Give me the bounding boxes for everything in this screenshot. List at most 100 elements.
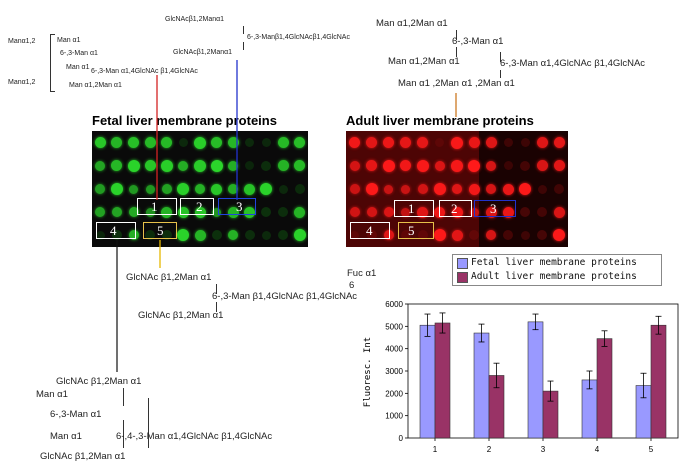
adult-box-2	[439, 200, 472, 217]
array-spot	[349, 137, 361, 149]
adult-box-3	[474, 200, 516, 217]
array-spot	[400, 160, 412, 172]
bar-chart: Fluoresc. Int 0 1000 2000 3000 4000 5000 6000 1…	[363, 300, 679, 454]
array-spot	[278, 184, 288, 194]
x-tick-label: 4	[595, 445, 600, 454]
array-spot	[95, 184, 106, 194]
fuc-label: Fuc α1	[347, 268, 377, 279]
array-spot	[468, 183, 480, 195]
array-spot	[520, 138, 530, 148]
glycan-line: Man α1 ,2Man α1 ,2Man α1	[398, 78, 515, 89]
array-spot	[382, 159, 395, 172]
glycan-bond	[243, 42, 244, 50]
array-spot	[401, 207, 411, 217]
array-spot	[536, 137, 548, 149]
array-spot	[212, 207, 222, 217]
array-spot	[520, 160, 531, 171]
array-spot	[244, 183, 256, 195]
array-spot	[485, 206, 497, 218]
array-spot	[178, 138, 188, 148]
array-spot	[160, 159, 173, 172]
glycan-line: GlcNAc β1,2Man α1	[40, 451, 126, 462]
array-spot	[144, 137, 156, 149]
array-spot	[451, 136, 463, 149]
array-spot	[194, 229, 206, 241]
legend-label-fetal: Fetal liver membrane proteins	[471, 257, 637, 268]
array-spot	[128, 207, 139, 218]
array-spot	[435, 138, 445, 148]
array-spot	[520, 230, 530, 240]
array-spot	[451, 159, 463, 172]
y-tick-label: 2000	[385, 389, 403, 398]
array-spot	[161, 206, 173, 218]
glycan-bond	[148, 398, 149, 448]
legend-swatch-fetal	[457, 258, 468, 269]
array-spot	[519, 183, 532, 195]
array-spot	[468, 159, 481, 172]
array-spot	[128, 137, 140, 149]
adult-panel-title: Adult liver membrane proteins	[346, 113, 534, 128]
x-tick-label: 1	[433, 445, 438, 454]
array-spot	[401, 184, 411, 194]
glycan-bond	[123, 420, 124, 448]
array-spot	[383, 207, 394, 218]
array-spot	[294, 206, 306, 218]
array-spot	[451, 229, 463, 241]
bracket-bottom-label: Manα1,2	[8, 79, 36, 86]
array-spot	[502, 206, 514, 218]
array-spot	[228, 184, 239, 194]
array-spot	[486, 230, 497, 241]
fetal-box-label: 2	[196, 199, 203, 214]
array-spot	[245, 138, 255, 148]
array-spot	[417, 230, 428, 241]
array-spot	[536, 160, 548, 172]
array-spot	[417, 184, 428, 194]
array-spot	[145, 184, 155, 194]
array-spot	[228, 160, 239, 171]
array-spot	[195, 184, 205, 194]
array-spot	[110, 183, 123, 195]
glycan-line: 6-,3-Man α1	[50, 409, 102, 420]
array-spot	[277, 137, 289, 149]
fetal-box-5	[143, 222, 177, 239]
array-spot	[211, 183, 223, 195]
array-spot	[503, 138, 513, 148]
y-tick-label: 0	[399, 434, 404, 443]
array-spot	[468, 137, 480, 149]
array-spot	[349, 160, 360, 171]
array-spot	[260, 183, 273, 195]
glycan-top-right: Man α1,2Man α1 6-,3-Man α1 Man α1,2Man α…	[370, 14, 670, 94]
glycan-bond	[216, 302, 217, 312]
array-spot	[553, 160, 565, 172]
array-spot	[553, 206, 565, 218]
glycan-line: 6-,3-Manβ1,4GlcNAcβ1,4GlcNAc	[247, 34, 350, 41]
array-spot	[94, 137, 106, 149]
glycan-line: Man α1,2Man α1	[388, 56, 460, 67]
adult-box-1	[394, 200, 434, 217]
y-tick-label: 3000	[385, 367, 403, 376]
array-spot	[366, 207, 377, 218]
array-spot	[452, 184, 462, 194]
array-spot	[194, 159, 206, 172]
array-spot	[277, 160, 289, 172]
array-spot	[400, 137, 412, 149]
glycan-line: 6-,3-Man α1	[452, 36, 504, 47]
array-spot	[486, 184, 497, 194]
array-spot	[416, 159, 429, 172]
array-spot	[244, 206, 256, 218]
glycan-line: 6-,3-Man α1,4GlcNAc β1,4GlcNAc	[500, 58, 646, 69]
glycan-top-left: Manα1,2 Manα1,2 Man α1 6-,3-Man α1 Man α…	[0, 28, 198, 98]
array-spot	[261, 138, 271, 148]
glycan-bottom: GlcNAc β1,2Man α1 Man α1 6-,3-Man α1 Man…	[30, 372, 320, 467]
array-spot	[554, 184, 565, 194]
glycan-bond	[500, 52, 501, 62]
chart-legend: Fetal liver membrane proteins Adult live…	[452, 254, 662, 286]
glycan-line: 6-,3-Man β1,4GlcNAc β1,4GlcNAc	[212, 291, 358, 302]
array-spot	[503, 161, 513, 171]
fetal-box-label: 4	[110, 223, 117, 238]
array-spot	[111, 160, 123, 172]
adult-box-label: 1	[408, 201, 415, 216]
array-spot	[111, 207, 122, 218]
array-spot	[111, 230, 122, 241]
legend-swatch-adult	[457, 272, 468, 283]
